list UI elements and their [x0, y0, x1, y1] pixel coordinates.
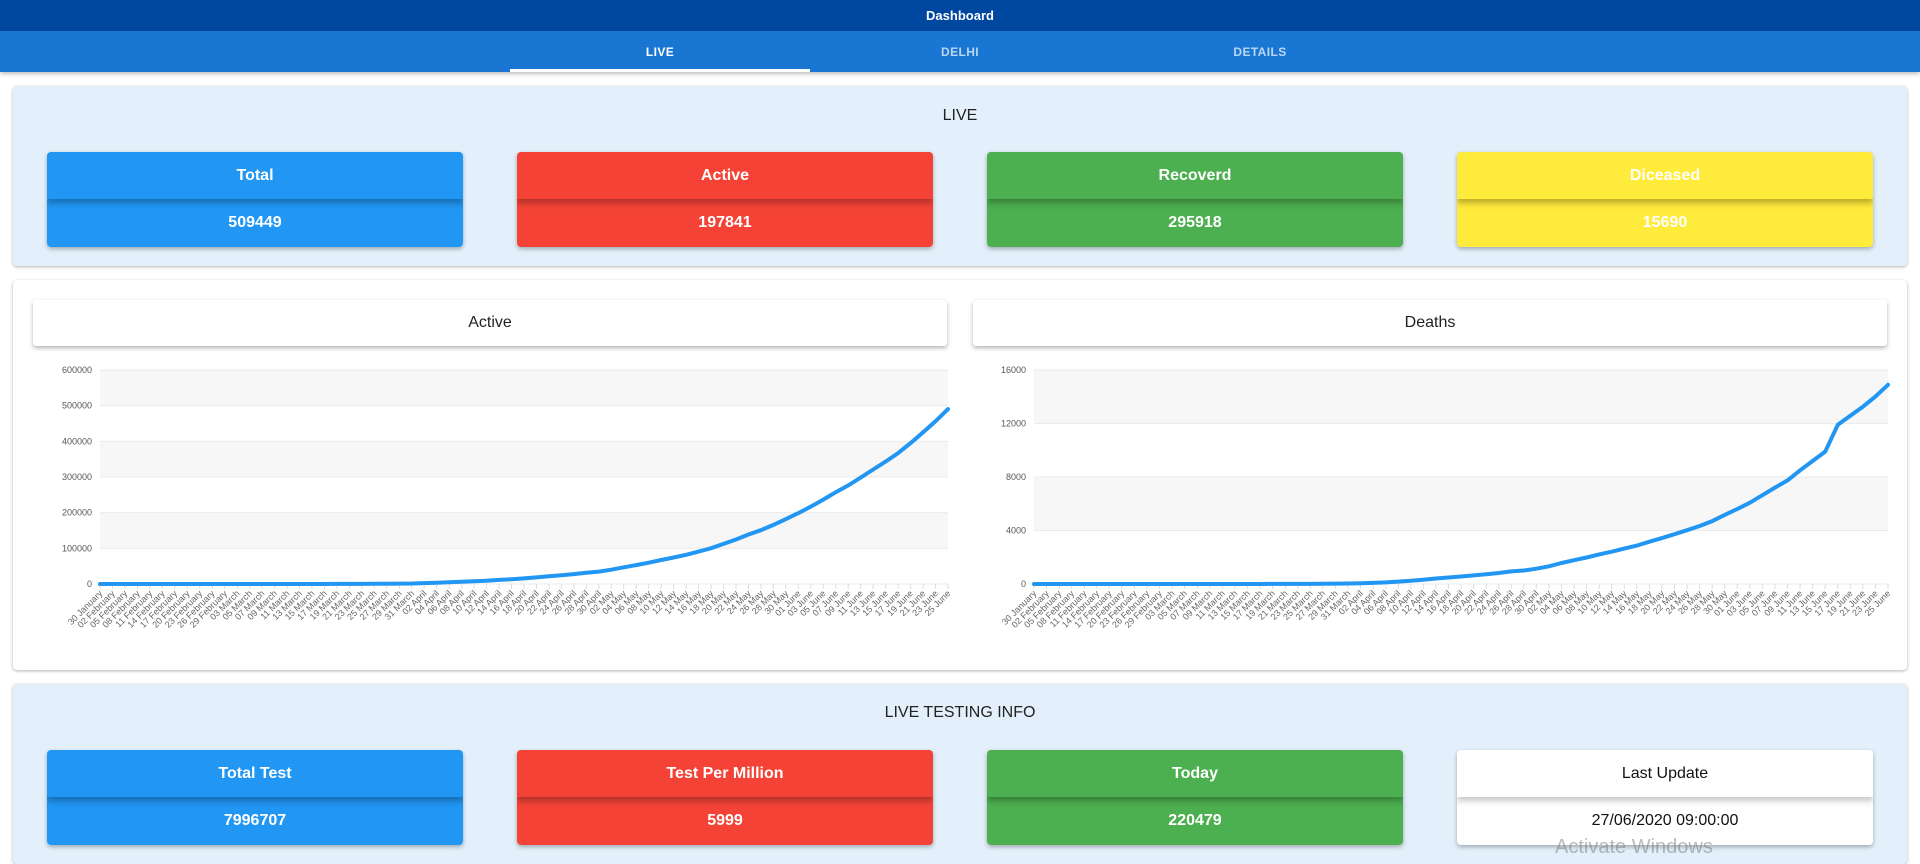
app-title-bar: Dashboard	[0, 0, 1920, 31]
svg-text:300000: 300000	[62, 472, 92, 482]
svg-text:16000: 16000	[1001, 365, 1026, 375]
test-per-million-card: Test Per Million 5999	[517, 750, 933, 845]
test-per-million-value: 5999	[517, 797, 933, 845]
today-tests-card: Today 220479	[987, 750, 1403, 845]
tab-live[interactable]: LIVE	[510, 31, 810, 72]
today-tests-label: Today	[987, 750, 1403, 797]
svg-text:100000: 100000	[62, 543, 92, 553]
charts-section: Active Deaths 0 100000 200000 300000 400000 5…	[13, 280, 1907, 670]
total-card-label: Total	[47, 152, 463, 199]
tab-bar: LIVE DELHI DETAILS	[0, 31, 1920, 72]
last-update-label: Last Update	[1457, 750, 1873, 797]
svg-text:0: 0	[87, 579, 92, 589]
svg-text:600000: 600000	[62, 365, 92, 375]
active-card-label: Active	[517, 152, 933, 199]
tab-details[interactable]: DETAILS	[1110, 31, 1410, 72]
last-update-value: 27/06/2020 09:00:00	[1457, 797, 1873, 845]
tab-delhi-label: DELHI	[941, 44, 979, 59]
recovered-card-label: Recoverd	[987, 152, 1403, 199]
live-section: LIVE Total 509449 Active 197841 Recoverd…	[13, 86, 1907, 266]
active-chart-title: Active	[468, 314, 512, 331]
os-watermark: Activate Windows	[1555, 836, 1713, 858]
live-section-title: LIVE	[942, 107, 978, 124]
app-title: Dashboard	[926, 8, 994, 23]
svg-text:400000: 400000	[62, 436, 92, 446]
deceased-card-label: Diceased	[1457, 152, 1873, 199]
svg-text:200000: 200000	[62, 508, 92, 518]
active-card: Active 197841	[517, 152, 933, 247]
recovered-card-value: 295918	[987, 199, 1403, 247]
testing-section-title: LIVE TESTING INFO	[884, 704, 1036, 721]
test-per-million-label: Test Per Million	[517, 750, 933, 797]
deaths-chart-header: Deaths	[973, 300, 1887, 346]
recovered-card: Recoverd 295918	[987, 152, 1403, 247]
svg-text:0: 0	[1021, 579, 1026, 589]
total-card-value: 509449	[47, 199, 463, 247]
svg-text:8000: 8000	[1006, 472, 1026, 482]
tab-delhi[interactable]: DELHI	[810, 31, 1110, 72]
deaths-chart-title: Deaths	[1404, 314, 1456, 331]
deceased-card-value: 15690	[1457, 199, 1873, 247]
total-test-label: Total Test	[47, 750, 463, 797]
last-update-card: Last Update 27/06/2020 09:00:00	[1457, 750, 1873, 845]
tab-details-label: DETAILS	[1233, 44, 1287, 59]
svg-text:4000: 4000	[1006, 526, 1026, 536]
testing-section: LIVE TESTING INFO Total Test 7996707 Tes…	[13, 684, 1907, 864]
total-test-card: Total Test 7996707	[47, 750, 463, 845]
deceased-card: Diceased 15690	[1457, 152, 1873, 247]
svg-text:12000: 12000	[1001, 419, 1026, 429]
total-card: Total 509449	[47, 152, 463, 247]
active-card-value: 197841	[517, 199, 933, 247]
total-test-value: 7996707	[47, 797, 463, 845]
active-chart-header: Active	[33, 300, 947, 346]
tab-live-label: LIVE	[645, 44, 675, 59]
active-line-chart[interactable]: 010000020000030000040000050000060000030 …	[33, 358, 953, 668]
svg-text:500000: 500000	[62, 401, 92, 411]
today-tests-value: 220479	[987, 797, 1403, 845]
